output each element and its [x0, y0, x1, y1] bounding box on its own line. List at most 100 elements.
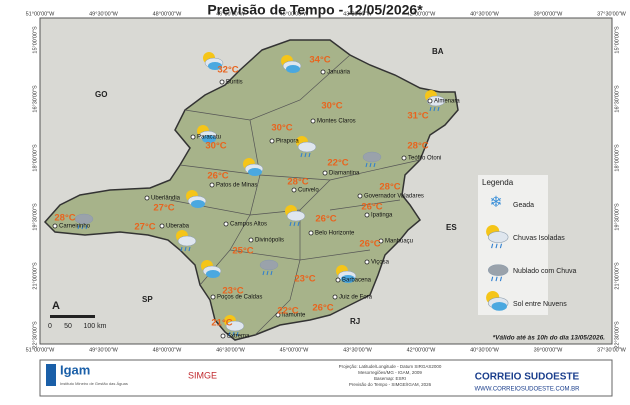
weather-icon — [224, 315, 245, 337]
weather-icon — [281, 55, 302, 73]
brand: CORREIO SUDOESTE — [475, 372, 580, 383]
city-name: Divinópolis — [255, 238, 284, 244]
lat-label: 21°00'00"S — [614, 262, 620, 290]
rain — [495, 276, 498, 282]
city-name: Itamonte — [282, 313, 306, 319]
lon-label: 40°30'00"W — [470, 347, 500, 353]
weather-icon: ❄ — [490, 194, 503, 211]
cloud — [259, 259, 279, 271]
city-temp: 28°C — [287, 177, 308, 188]
city-name: Uberaba — [166, 224, 190, 230]
lon-label: 42°00'00"W — [407, 347, 437, 353]
city-temp: 30°C — [271, 123, 292, 134]
cloud — [286, 65, 300, 73]
legend-item: Chuvas Isoladas — [513, 235, 565, 242]
lat-label: 18°00'00"S — [614, 144, 620, 172]
credit: Previsão do Tempo - SIMGE/IGAM, 2026 — [349, 382, 432, 387]
city-temp: 32°C — [217, 65, 238, 76]
weather-icon — [201, 260, 222, 278]
city-temp: 27°C — [134, 222, 155, 233]
rain — [499, 243, 503, 249]
lat-label: 19°30'00"S — [32, 203, 38, 231]
weather-icon — [74, 213, 94, 230]
city-temp: 28°C — [379, 182, 400, 193]
city-name: Patos de Minas — [216, 183, 257, 189]
weather-icon — [425, 90, 446, 112]
credit: Basemap: ESRI — [374, 376, 406, 381]
city-dot — [190, 134, 196, 140]
city-name: Diamantina — [329, 171, 360, 177]
weather-icon — [336, 265, 357, 283]
city-name: Juiz de Fora — [339, 295, 373, 301]
weather-icon — [285, 205, 306, 227]
rain — [429, 106, 432, 112]
city-name: Montes Claros — [317, 119, 356, 125]
mesoregion-borders — [169, 54, 421, 336]
city-dot — [308, 230, 314, 236]
cloud — [286, 210, 306, 222]
lat-label: 16°30'00"S — [32, 85, 38, 113]
rain — [300, 152, 303, 158]
state-label: ES — [446, 223, 457, 232]
city-name: Pirapora — [276, 139, 299, 145]
city-dot — [52, 223, 58, 229]
city-name: Ipatinga — [371, 213, 393, 219]
city-name: Uberlândia — [151, 196, 181, 202]
city-name: Extrema — [227, 334, 250, 340]
legend-item: Geada — [513, 202, 534, 209]
weather-icon — [197, 125, 218, 143]
lon-label: 39°00'00"W — [534, 11, 564, 17]
credit: Mesorregiões/MG - IGAM, 2009 — [358, 370, 422, 375]
scale-label: 0 — [48, 323, 52, 330]
lon-label: 42°00'00"W — [407, 11, 437, 17]
lon-label: 37°30'00"W — [597, 347, 627, 353]
city-dot — [210, 294, 216, 300]
cloud — [248, 168, 262, 176]
rain — [297, 221, 300, 227]
city-dot — [223, 221, 229, 227]
lon-label: 48°00'00"W — [153, 11, 183, 17]
rain — [232, 331, 235, 337]
rain — [491, 243, 494, 249]
lon-label: 39°00'00"W — [534, 347, 564, 353]
lon-label: 43°30'00"W — [343, 347, 373, 353]
snow: ❄ — [490, 194, 503, 211]
cloud — [297, 141, 317, 153]
city-name: Teófilo Otoni — [408, 156, 441, 162]
city-temp: 26°C — [359, 239, 380, 250]
city-dot — [427, 98, 433, 104]
city-temp: 22°C — [277, 306, 298, 317]
cloud — [362, 151, 382, 163]
rain — [289, 221, 292, 227]
city-temp: 23°C — [222, 286, 243, 297]
cloud — [74, 213, 94, 225]
note: *Válido até às 10h do dia 13/05/2026. — [493, 335, 606, 342]
rain — [77, 224, 80, 230]
rain — [236, 331, 239, 337]
city-temp: 27°C — [153, 203, 174, 214]
rain — [437, 106, 440, 112]
city-temp: 34°C — [309, 55, 330, 66]
cloud — [206, 270, 220, 278]
rain — [180, 246, 183, 252]
lat-label: 18°00'00"S — [32, 144, 38, 172]
state-label: GO — [95, 90, 107, 99]
weather-icon — [486, 291, 509, 311]
igam-sub: Instituto Mineiro de Gestão das Águas — [60, 381, 128, 386]
city-temp: 22°C — [327, 158, 348, 169]
cloud — [202, 135, 216, 143]
cloud — [208, 62, 222, 70]
title: Previsão de Tempo - 12/05/2026* — [207, 2, 423, 18]
rain — [373, 162, 376, 168]
cloud — [488, 231, 509, 243]
weather-icon — [296, 136, 317, 158]
rain — [365, 162, 368, 168]
city-dot — [322, 170, 328, 176]
credit: Projeção: Latitude/Longitude - Datum SIR… — [339, 364, 442, 369]
legend-title: Legenda — [482, 178, 514, 187]
city-dot — [401, 155, 407, 161]
cloud — [491, 302, 507, 311]
igam: Igam — [60, 362, 90, 377]
weather-icon — [186, 190, 207, 208]
city-name: Campos Altos — [230, 222, 267, 228]
